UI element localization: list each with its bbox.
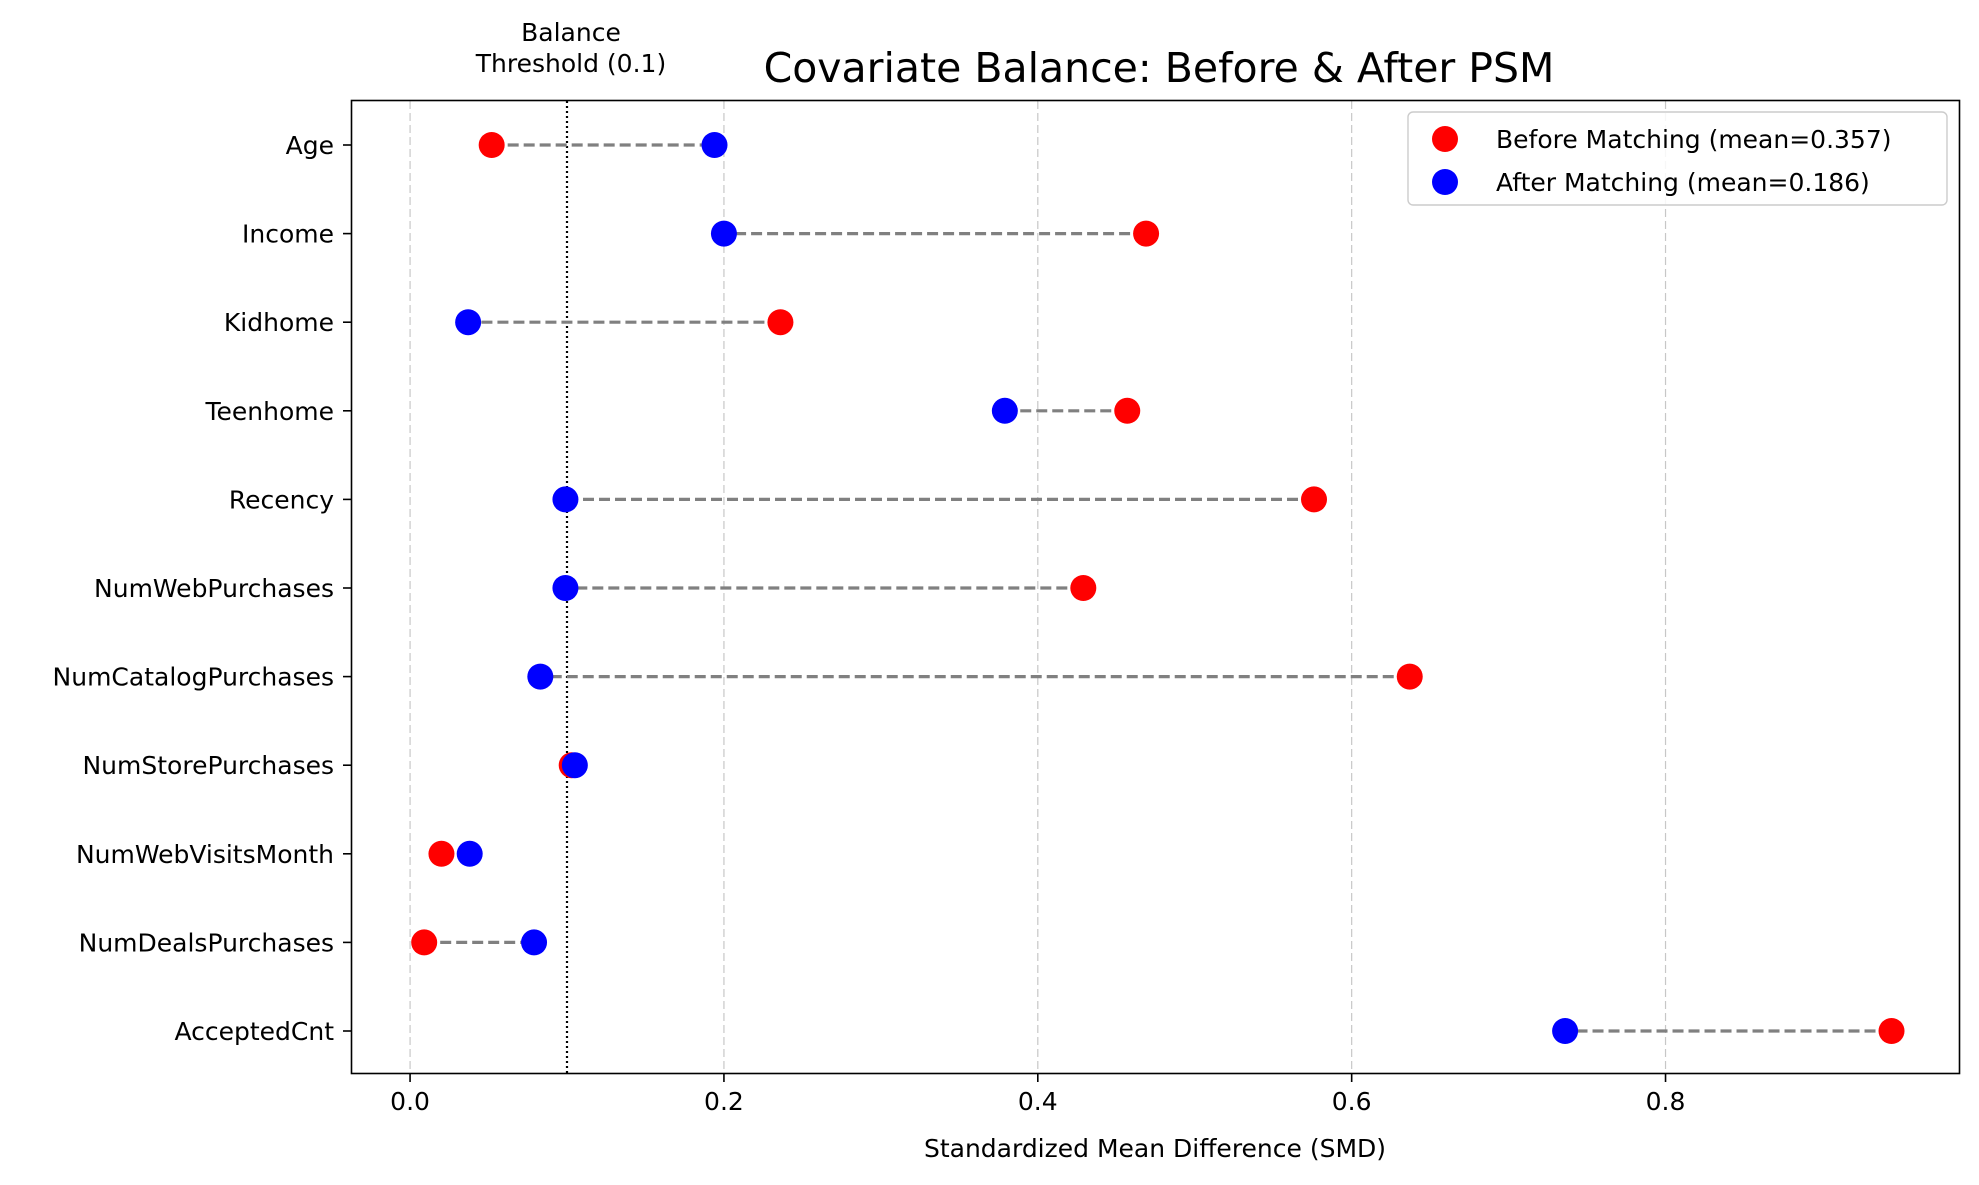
- before-point: [1396, 663, 1423, 690]
- before-point: [767, 309, 794, 336]
- before-point: [1133, 220, 1160, 247]
- x-tick-label: 0.4: [1018, 1087, 1058, 1116]
- before-point: [1878, 1018, 1905, 1044]
- after-point: [552, 486, 579, 513]
- y-tick-label: AcceptedCnt: [174, 1017, 334, 1046]
- after-point: [561, 752, 588, 779]
- after-point: [455, 309, 482, 336]
- threshold-annotation: Balance Threshold (0.1): [475, 18, 666, 78]
- chart-title: Covariate Balance: Before & After PSM: [764, 44, 1555, 92]
- before-point: [411, 929, 438, 956]
- y-tick-label: NumCatalogPurchases: [53, 663, 334, 692]
- after-point: [710, 220, 737, 247]
- legend-box: [1407, 111, 1948, 206]
- tick-layer: 0.0 0.2 0.4 0.6 0.8 Age Income Kidhome Teenhome R…: [53, 131, 1686, 1116]
- x-tick-label: 0.8: [1646, 1087, 1686, 1116]
- y-tick-label: Teenhome: [204, 397, 334, 426]
- after-point: [1552, 1018, 1579, 1044]
- connector-layer: [424, 143, 1892, 1033]
- legend: Before Matching (mean=0.357) After Matchi…: [1407, 111, 1948, 206]
- legend-label: Before Matching (mean=0.357): [1496, 125, 1892, 154]
- before-point: [1301, 486, 1328, 513]
- plot-frame: [350, 99, 1961, 1075]
- after-point: [527, 663, 554, 690]
- legend-marker: [1432, 169, 1458, 195]
- before-point: [1114, 397, 1141, 424]
- y-tick-label: NumWebPurchases: [94, 574, 334, 603]
- legend-label: After Matching (mean=0.186): [1496, 168, 1870, 197]
- before-point: [428, 840, 455, 867]
- legend-marker: [1432, 126, 1458, 152]
- y-tick-label: Kidhome: [224, 308, 334, 337]
- y-tick-label: Age: [286, 131, 334, 160]
- x-tick-label: 0.2: [704, 1087, 744, 1116]
- after-point: [456, 840, 483, 867]
- after-point: [521, 929, 548, 956]
- y-tick-label: NumWebVisitsMonth: [76, 840, 334, 869]
- y-tick-label: Recency: [229, 485, 334, 514]
- x-tick-label: 0.6: [1332, 1087, 1372, 1116]
- threshold-annotation-line: Balance: [521, 18, 621, 47]
- point-layer: [411, 132, 1905, 1044]
- x-tick-label: 0.0: [390, 1087, 430, 1116]
- before-point: [1070, 575, 1097, 601]
- after-point: [701, 132, 728, 158]
- y-tick-label: NumStorePurchases: [82, 751, 334, 780]
- y-tick-label: Income: [242, 220, 334, 249]
- after-point: [552, 575, 579, 601]
- x-axis-label: Standardized Mean Difference (SMD): [924, 1134, 1386, 1163]
- after-point: [991, 397, 1018, 424]
- y-tick-label: NumDealsPurchases: [79, 928, 334, 957]
- before-point: [478, 132, 505, 158]
- threshold-annotation-line: Threshold (0.1): [475, 49, 666, 78]
